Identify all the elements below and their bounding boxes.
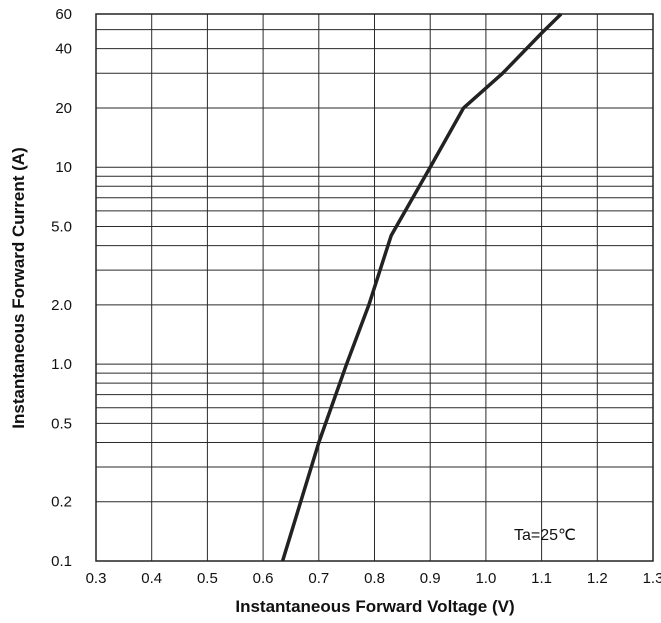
y-tick-label: 0.2 (51, 494, 72, 511)
x-tick-label: 0.3 (86, 570, 107, 587)
x-tick-label: 0.4 (141, 570, 162, 587)
x-tick-label: 1.3 (643, 570, 661, 587)
series-layer (280, 12, 563, 562)
temperature-annotation: Ta=25℃ (514, 527, 576, 544)
x-tick-label: 0.9 (420, 570, 441, 587)
y-tick-label: 0.5 (51, 415, 72, 432)
y-tick-label: 1.0 (51, 356, 72, 373)
x-axis-title: Instantaneous Forward Voltage (V) (235, 597, 514, 616)
y-axis-title: Instantaneous Forward Current (A) (9, 147, 28, 428)
plot-frame (95, 13, 654, 562)
x-tick-label: 1.2 (587, 570, 608, 587)
y-tick-label: 40 (55, 41, 72, 58)
y-tick-label: 10 (55, 159, 72, 176)
x-tick-label: 0.8 (364, 570, 385, 587)
x-tick-label: 0.5 (197, 570, 218, 587)
y-tick-label: 20 (55, 100, 72, 117)
y-tick-label: 60 (55, 6, 72, 23)
y-tick-label: 0.1 (51, 553, 72, 570)
x-tick-label: 1.1 (531, 570, 552, 587)
x-tick-label: 1.0 (475, 570, 496, 587)
forward-current-curve (280, 12, 563, 562)
x-tick-label: 0.6 (253, 570, 274, 587)
y-tick-label: 5.0 (51, 218, 72, 235)
tick-labels: 0.3 0.4 0.5 0.6 0.7 0.8 0.9 1.0 1.1 1.2 1.3 0.1 0.2 0… (51, 6, 661, 587)
x-tick-label: 0.7 (308, 570, 329, 587)
y-tick-label: 2.0 (51, 297, 72, 314)
